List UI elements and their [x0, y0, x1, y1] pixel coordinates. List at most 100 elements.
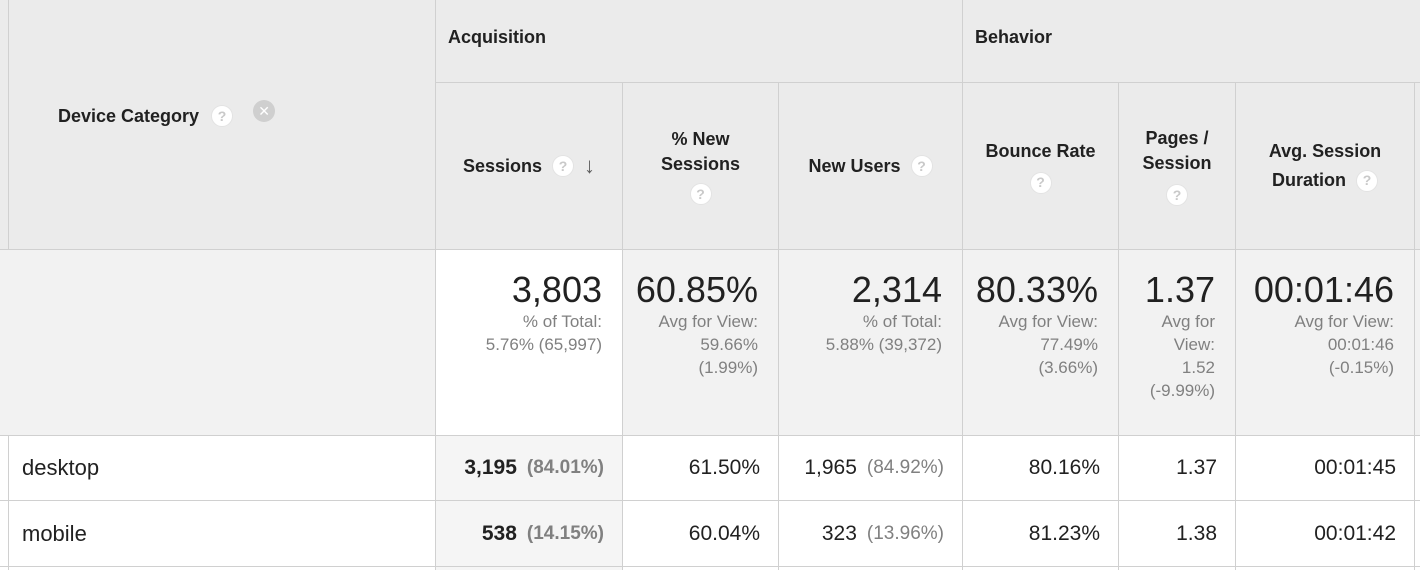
col-header-new-users[interactable]: New Users ?: [779, 83, 962, 249]
divider: [435, 0, 436, 570]
total-sub: (1.99%): [698, 358, 758, 377]
duration-label-2[interactable]: Duration: [1272, 170, 1346, 190]
help-icon[interactable]: ?: [689, 183, 712, 205]
help-icon[interactable]: ?: [1356, 169, 1378, 192]
totals-row-bg: [0, 250, 1420, 435]
header-metrics-bg: [436, 0, 1420, 249]
total-sub: 59.66%: [700, 335, 758, 354]
total-sub: 1.52: [1181, 358, 1215, 377]
new-sessions-cell: 61.50%: [688, 456, 760, 479]
group-behavior: Behavior: [975, 27, 1053, 47]
col-header-avg-duration[interactable]: Avg. Session Duration ?: [1236, 83, 1414, 249]
pages-label-1[interactable]: Pages /: [1145, 128, 1209, 148]
total-sub: 5.76% (65,997): [485, 335, 602, 354]
divider: [0, 249, 1420, 250]
sessions-value: 538: [481, 521, 517, 545]
total-sub: 77.49%: [1040, 335, 1098, 354]
device-link[interactable]: desktop: [22, 455, 100, 480]
divider: [436, 82, 1420, 83]
total-sessions: 3,803 % of Total: 5.76% (65,997): [436, 270, 622, 356]
device-link[interactable]: mobile: [22, 521, 87, 546]
divider: [778, 82, 779, 570]
total-sub: View:: [1173, 335, 1215, 354]
new-users-pct: (13.96%): [866, 522, 944, 544]
total-value: 80.33%: [975, 269, 1098, 310]
total-sub: (3.66%): [1038, 358, 1098, 377]
new-users-cell: 1,965 (84.92%): [779, 436, 962, 500]
sessions-label[interactable]: Sessions: [462, 155, 543, 176]
col-header-pages-session[interactable]: Pages / Session ?: [1119, 83, 1235, 249]
sessions-cell: 538 (14.15%): [436, 501, 622, 566]
pages-cell: 1.37: [1176, 456, 1217, 479]
divider: [1414, 82, 1415, 570]
dimension-label[interactable]: Device Category: [58, 105, 200, 126]
bounce-rate-label[interactable]: Bounce Rate: [985, 140, 1096, 161]
total-sub: (-0.15%): [1328, 358, 1394, 377]
sessions-col-highlight-1: [436, 436, 622, 500]
bounce-rate-cell: 81.23%: [1028, 521, 1100, 545]
total-value: 1.37: [1144, 269, 1215, 310]
pages-label-2[interactable]: Session: [1142, 153, 1212, 173]
table-row: desktop 3,195 (84.01%) 61.50% 1,965 (84.92…: [0, 436, 1420, 500]
dimension-header: Device Category ? ✕: [58, 100, 276, 127]
total-bounce-rate: 80.33% Avg for View: 77.49% (3.66%): [963, 270, 1118, 379]
new-sessions-cell: 60.04%: [688, 521, 760, 545]
divider: [8, 0, 9, 249]
bounce-rate-cell: 80.16%: [1028, 456, 1100, 479]
new-sessions-label-2[interactable]: Sessions: [660, 154, 741, 174]
group-acquisition: Acquisition: [448, 27, 546, 47]
divider: [1118, 82, 1119, 570]
col-header-new-sessions[interactable]: % New Sessions ?: [623, 83, 778, 249]
sessions-cell: 3,195 (84.01%): [436, 436, 622, 500]
help-icon[interactable]: ?: [1029, 171, 1052, 194]
table-row: mobile 538 (14.15%) 60.04% 323 (13.96%) 81…: [0, 501, 1420, 566]
sessions-pct: (84.01%): [526, 457, 604, 478]
total-new-sessions: 60.85% Avg for View: 59.66% (1.99%): [623, 270, 778, 379]
total-sub: Avg for View:: [658, 312, 758, 331]
divider: [0, 566, 1420, 567]
total-sub: 5.88% (39,372): [825, 335, 942, 354]
sessions-value: 3,195: [464, 456, 517, 479]
total-avg-duration: 00:01:46 Avg for View: 00:01:46 (-0.15%): [1236, 270, 1414, 379]
help-icon[interactable]: ?: [910, 155, 933, 177]
duration-cell: 00:01:45: [1314, 456, 1396, 479]
total-sub: 00:01:46: [1327, 335, 1394, 354]
divider: [0, 500, 1420, 501]
divider: [622, 82, 623, 570]
total-pages-session: 1.37 Avg for View: 1.52 (-9.99%): [1119, 270, 1235, 402]
total-value: 2,314: [851, 269, 942, 310]
total-sub: (-9.99%): [1149, 381, 1215, 400]
divider: [962, 0, 963, 570]
sort-descending-icon[interactable]: ↓: [584, 153, 596, 178]
col-header-bounce-rate[interactable]: Bounce Rate ?: [963, 83, 1118, 249]
totals-sessions-bg: [436, 250, 622, 435]
total-sub: Avg for: [1161, 312, 1215, 331]
sessions-pct: (14.15%): [526, 522, 604, 544]
new-users-label[interactable]: New Users: [808, 155, 901, 176]
total-value: 60.85%: [635, 269, 758, 310]
help-icon[interactable]: ?: [211, 105, 234, 127]
total-value: 00:01:46: [1253, 269, 1394, 310]
help-icon[interactable]: ?: [552, 155, 575, 177]
divider: [1235, 82, 1236, 570]
divider: [8, 435, 9, 570]
new-users-value: 323: [821, 521, 857, 545]
total-new-users: 2,314 % of Total: 5.88% (39,372): [779, 270, 962, 356]
duration-label-1[interactable]: Avg. Session: [1268, 141, 1382, 161]
total-sub: % of Total:: [862, 312, 942, 331]
sessions-col-highlight-2: [436, 501, 622, 570]
total-sub: Avg for View:: [1294, 312, 1394, 331]
divider: [0, 435, 1420, 436]
new-users-pct: (84.92%): [866, 457, 944, 478]
new-users-cell: 323 (13.96%): [779, 501, 962, 566]
total-sub: % of Total:: [522, 312, 602, 331]
total-value: 3,803: [511, 269, 602, 310]
pages-cell: 1.38: [1176, 521, 1217, 545]
new-users-value: 1,965: [804, 456, 857, 479]
help-icon[interactable]: ?: [1166, 184, 1188, 206]
duration-cell: 00:01:42: [1314, 521, 1396, 545]
new-sessions-label-1[interactable]: % New: [671, 129, 730, 149]
col-header-sessions[interactable]: Sessions ? ↓: [436, 83, 622, 249]
total-sub: Avg for View:: [998, 312, 1098, 331]
remove-dimension-icon[interactable]: ✕: [253, 100, 276, 122]
